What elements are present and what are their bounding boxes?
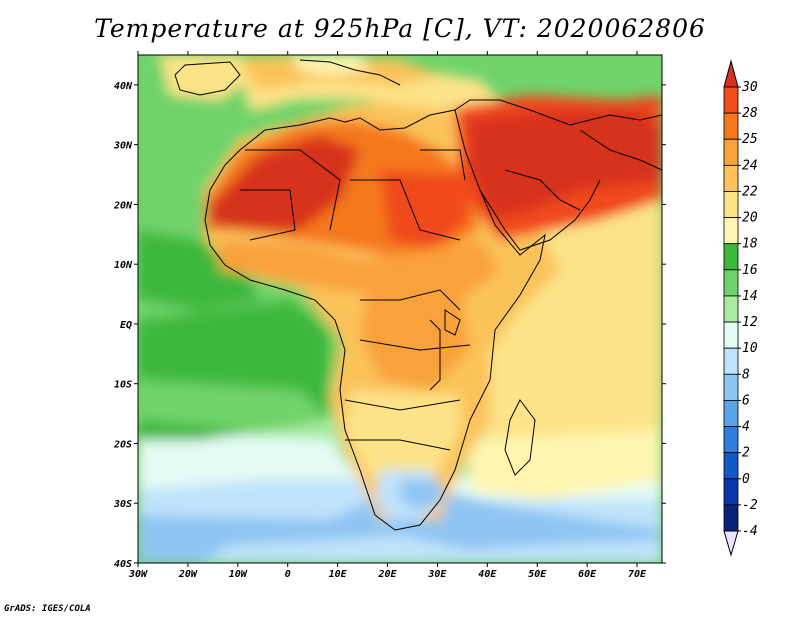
- colorbar-label: 2: [742, 446, 750, 461]
- lon-tick-label: 40E: [478, 569, 497, 580]
- colorbar-label: 18: [742, 237, 758, 252]
- colorbar-segment: [723, 112, 739, 140]
- colorbar-label: 30: [741, 80, 758, 95]
- lat-tick-label: 10S: [114, 380, 132, 391]
- lat-tick-label: 30N: [113, 141, 133, 152]
- credit-text: GrADS: IGES/COLA: [4, 604, 91, 614]
- colorbar-top-arrow: [723, 59, 739, 88]
- colorbar-segment: [723, 452, 739, 480]
- lon-tick-label: 30W: [128, 569, 148, 580]
- latitude-axis: 40N 30N 20N 10N EQ 10S 20S 30S 40S: [113, 81, 666, 570]
- lon-tick-label: 30E: [427, 569, 447, 580]
- colorbar-segment: [723, 400, 739, 427]
- colorbar-segment: [723, 373, 739, 401]
- lat-tick-label: 30S: [113, 499, 132, 510]
- lat-tick-label: EQ: [120, 320, 132, 331]
- colorbar-segment: [723, 478, 739, 506]
- colorbar-label: 14: [742, 289, 758, 304]
- colorbar-label: 8: [742, 367, 750, 382]
- colorbar-segment: [723, 426, 739, 454]
- colorbar-label: 25: [742, 132, 758, 147]
- colorbar-segment: [723, 191, 739, 218]
- colorbar-label: -2: [742, 498, 758, 513]
- colorbar-label: 16: [742, 263, 758, 278]
- colorbar-label: 22: [742, 184, 758, 199]
- colorbar-label: 0: [742, 472, 750, 487]
- colorbar-label: 24: [742, 158, 758, 173]
- colorbar-label: -4: [742, 524, 758, 539]
- colorbar-segment: [723, 269, 739, 297]
- colorbar-segment: [723, 243, 739, 271]
- lat-tick-label: 40N: [114, 81, 133, 92]
- temperature-field: [138, 55, 662, 563]
- colorbar-segment: [723, 504, 739, 532]
- colorbar-label: 10: [742, 341, 758, 356]
- lat-tick-label: 20N: [113, 200, 133, 211]
- colorbar-label: 6: [742, 393, 750, 408]
- colorbar-segment: [723, 217, 739, 245]
- map-title: Temperature at 925hPa [C], VT: 202006280…: [94, 14, 706, 43]
- lat-tick-label: 40S: [114, 559, 132, 570]
- map-frame: [137, 54, 663, 564]
- lon-tick-label: 70E: [628, 569, 647, 580]
- lon-tick-label: 0: [285, 569, 291, 580]
- colorbar-segment: [723, 86, 739, 114]
- colorbar-segment: [723, 347, 739, 375]
- colorbar-segment: [723, 164, 739, 192]
- longitude-axis: 30W 20W 10W 0 10E 20E 30E 40E 50E 60E 70E: [128, 51, 647, 580]
- lon-tick-label: 20E: [377, 569, 397, 580]
- lon-tick-label: 20W: [178, 569, 198, 580]
- colorbar-bottom-arrow: [723, 530, 739, 557]
- lat-tick-label: 10N: [114, 260, 133, 271]
- lon-tick-label: 10W: [229, 569, 248, 580]
- colorbar-segment: [723, 295, 739, 323]
- lon-tick-label: 60E: [578, 569, 597, 580]
- colorbar-segment: [723, 321, 739, 349]
- lon-tick-label: 50E: [528, 569, 547, 580]
- colorbar-label: 28: [742, 106, 758, 121]
- colorbar-label: 12: [742, 315, 758, 330]
- lon-tick-label: 10E: [329, 569, 348, 580]
- colorbar-label: 20: [742, 211, 758, 226]
- colorbar-label: 4: [742, 420, 750, 435]
- colorbar-segment: [723, 138, 739, 166]
- lat-tick-label: 20S: [113, 439, 132, 450]
